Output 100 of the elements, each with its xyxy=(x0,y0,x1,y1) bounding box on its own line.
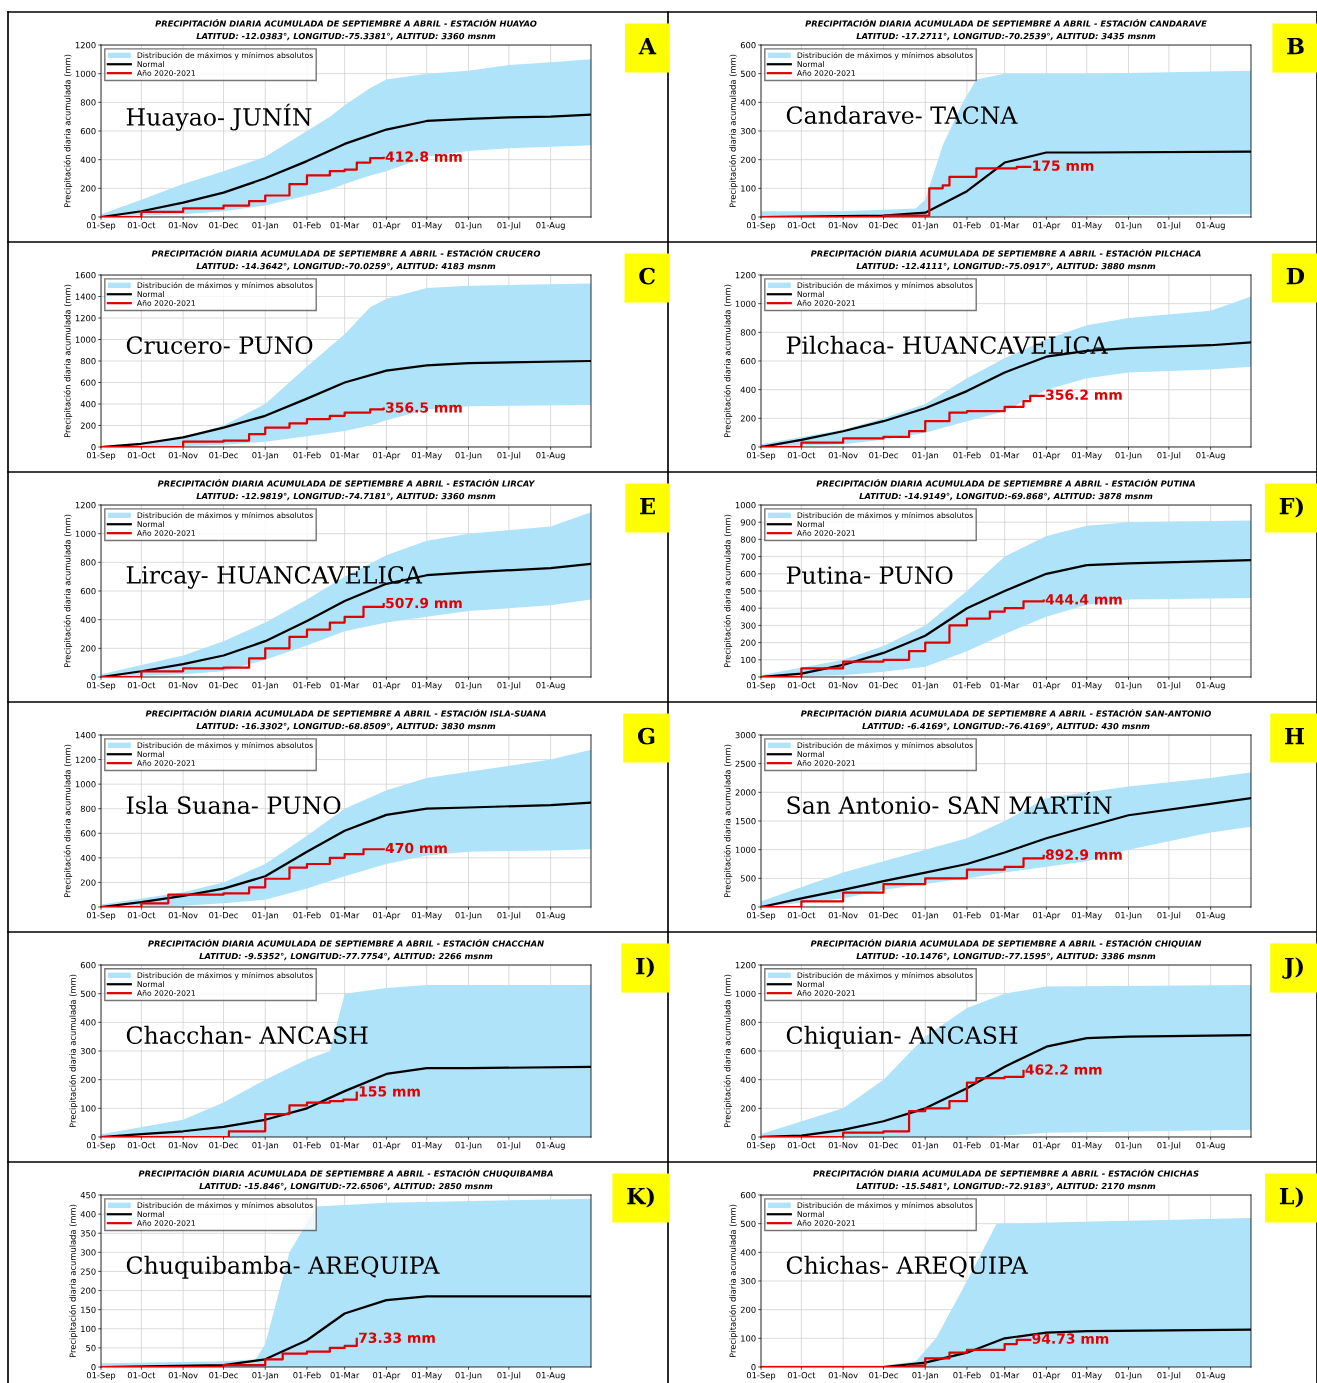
x-tick-label: 01-Jan xyxy=(912,912,938,920)
y-tick-label: 600 xyxy=(740,1047,756,1055)
chart-title: PRECIPITACIÓN DIARIA ACUMULADA DE SEPTIEMBRE A ABRIL - ESTACIÓN HUAYAO xyxy=(155,18,537,27)
x-tick-label: 01-Dec xyxy=(209,682,238,689)
y-tick-label: 0 xyxy=(751,213,756,221)
chart-subtitle: LATITUD: -16.3302°, LONGITUD:-68.8509°, ALTITUD: 3830 msnm xyxy=(196,722,496,731)
x-tick-label: 01-Jul xyxy=(1157,1371,1181,1380)
y-tick-label: 800 xyxy=(80,559,96,566)
y-axis-title: Precipitación diaria acumulada (mm) xyxy=(729,1204,738,1358)
y-tick-label: 200 xyxy=(80,185,96,192)
y-tick-label: 400 xyxy=(80,156,96,163)
x-tick-label: 01-May xyxy=(411,1372,442,1380)
text: J) xyxy=(1282,957,1303,979)
x-tick-label: 01-Jan xyxy=(252,452,278,460)
x-tick-label: 01-Nov xyxy=(168,1142,198,1149)
x-tick-label: 01-Sep xyxy=(86,452,116,460)
x-tick-label: 01-Nov xyxy=(168,682,198,689)
x-tick-label: 01-Nov xyxy=(168,912,198,919)
y-tick-label: 600 xyxy=(80,961,96,969)
x-tick-label: 01-Nov xyxy=(168,452,198,459)
x-tick-label: 01-Sep xyxy=(746,222,776,230)
y-tick-label: 0 xyxy=(91,1363,96,1371)
x-tick-label: 01-Apr xyxy=(373,1372,401,1380)
x-tick-label: 01-Jun xyxy=(1115,452,1142,460)
annotation: Candarave- TACNA xyxy=(786,105,1018,125)
x-tick-label: 01-Aug xyxy=(536,222,565,230)
text: F) xyxy=(1279,497,1303,518)
annotation: Chuquibamba- AREQUIPA xyxy=(126,1255,440,1279)
x-tick-label: 01-Feb xyxy=(953,681,981,689)
y-tick-label: 1000 xyxy=(735,501,756,509)
y-tick-label: 400 xyxy=(80,400,96,408)
x-tick-label: 01-May xyxy=(411,452,442,460)
chart-subtitle: LATITUD: -12.4111°, LONGITUD:-75.0917°, ALTITUD: 3880 msnm xyxy=(856,262,1156,271)
y-tick-label: 0 xyxy=(751,1363,756,1371)
annotation: Chiquian- ANCASH xyxy=(786,1025,1018,1049)
y-tick-label: 800 xyxy=(740,1019,756,1026)
x-tick-label: 01-Aug xyxy=(536,682,565,690)
y-tick-label: 400 xyxy=(740,1076,756,1083)
y-tick-label: 300 xyxy=(80,1047,96,1055)
chart-subtitle: LATITUD: -6.4169°, LONGITUD:-76.4169°, ALTITUD: 430 msnm xyxy=(862,722,1150,731)
x-tick-label: 01-Mar xyxy=(990,222,1020,229)
y-tick-label: 400 xyxy=(80,1211,96,1218)
y-tick-label: 100 xyxy=(741,1335,756,1342)
y-tick-label: 600 xyxy=(740,41,756,49)
x-tick-label: 01-Feb xyxy=(953,1371,981,1379)
x-tick-label: 01-Mar xyxy=(330,222,360,229)
x-tick-label: 01-Jan xyxy=(912,222,938,230)
x-tick-label: 01-May xyxy=(1071,1142,1102,1150)
x-tick-label: 01-Oct xyxy=(127,1142,156,1149)
y-tick-label: 100 xyxy=(81,1325,96,1333)
x-tick-label: 01-Dec xyxy=(209,222,238,229)
x-tick-label: 01-Apr xyxy=(373,452,401,460)
y-tick-label: 800 xyxy=(740,329,756,336)
annotation: 94.73 mm xyxy=(1032,1333,1109,1344)
y-tick-label: 300 xyxy=(740,622,756,629)
y-tick-label: 0 xyxy=(751,443,756,451)
y-tick-label: 1000 xyxy=(735,300,756,307)
x-tick-label: 01-Aug xyxy=(536,912,565,920)
x-tick-label: 01-Jul xyxy=(497,221,521,230)
x-tick-label: 01-Feb xyxy=(293,1371,321,1379)
x-tick-label: 01-Jan xyxy=(912,682,938,690)
y-axis-title: Precipitación diaria acumulada (mm) xyxy=(723,514,733,668)
y-axis-title: Precipitación diaria acumulada (mm) xyxy=(63,54,73,208)
y-tick-label: 600 xyxy=(80,830,96,837)
y-tick-label: 600 xyxy=(740,570,756,578)
text: K) xyxy=(627,1187,654,1208)
y-tick-label: 0 xyxy=(91,443,96,451)
y-tick-label: 1000 xyxy=(75,336,96,343)
y-axis-title: Precipitación diaria acumulada (mm) xyxy=(63,744,73,898)
annotation: 356.2 mm xyxy=(1046,389,1122,400)
x-tick-label: 01-May xyxy=(1071,452,1102,460)
x-tick-label: 01-Dec xyxy=(209,1372,238,1379)
text: I) xyxy=(636,957,654,978)
x-tick-label: 01-Mar xyxy=(330,1372,360,1379)
chart-subtitle: LATITUD: -10.1476°, LONGITUD:-77.1595°, ALTITUD: 3386 msnm xyxy=(856,952,1156,961)
x-tick-label: 01-Nov xyxy=(828,452,858,459)
y-tick-label: 300 xyxy=(740,1277,756,1285)
x-tick-label: 01-Jul xyxy=(1157,681,1181,690)
annotation: 470 mm xyxy=(385,842,447,854)
text: B xyxy=(1287,37,1304,55)
x-tick-label: 01-Jan xyxy=(252,1372,278,1380)
y-tick-label: 400 xyxy=(740,605,756,612)
y-tick-label: 150 xyxy=(81,1306,96,1313)
y-axis-title: Precipitación diaria acumulada (mm) xyxy=(63,284,73,438)
x-tick-label: 01-Jun xyxy=(1115,1372,1142,1380)
y-tick-label: 250 xyxy=(80,1268,96,1275)
x-tick-label: 01-Oct xyxy=(127,452,156,459)
y-axis-title: Precipitación diaria acumulada (mm) xyxy=(729,54,738,208)
x-tick-label: 01-Dec xyxy=(869,682,898,689)
y-tick-label: 200 xyxy=(80,422,96,429)
x-tick-label: 01-Jun xyxy=(1115,912,1142,920)
x-tick-label: 01-Jul xyxy=(497,911,521,920)
x-tick-label: 01-Apr xyxy=(373,222,401,230)
x-tick-label: 01-Dec xyxy=(209,452,238,459)
x-tick-label: 01-Jan xyxy=(912,1372,938,1380)
x-tick-label: 01-Feb xyxy=(293,451,321,459)
x-tick-label: 01-Aug xyxy=(536,1142,565,1150)
chart-title: PRECIPITACIÓN DIARIA ACUMULADA DE SEPTIEMBRE A ABRIL - ESTACIÓN SAN-ANTONIO xyxy=(800,708,1211,717)
x-tick-label: 01-Jul xyxy=(497,1141,521,1150)
chart-title: PRECIPITACIÓN DIARIA ACUMULADA DE SEPTIEMBRE A ABRIL - ESTACIÓN PUTINA xyxy=(816,478,1196,487)
